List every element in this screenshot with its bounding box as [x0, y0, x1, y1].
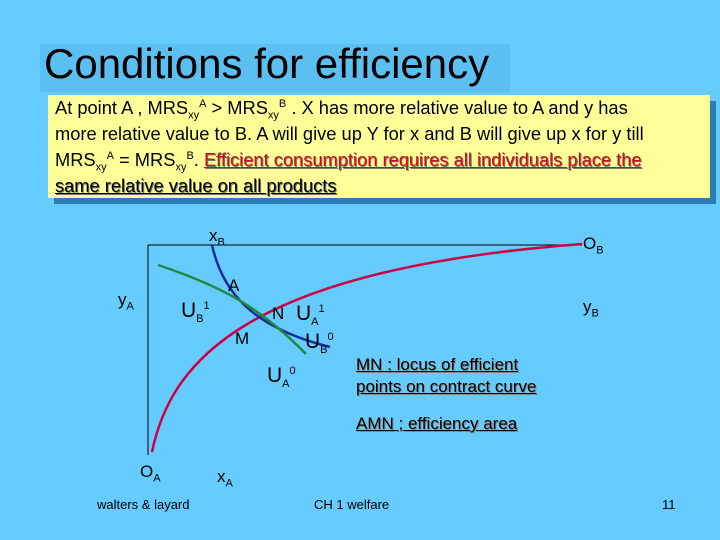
subscript: xy	[267, 109, 279, 122]
label-xA: xA	[217, 467, 233, 490]
label-point-N: N	[272, 304, 285, 323]
label-point-M: M	[235, 329, 250, 348]
explanation-line-3: MRSxyA = MRSxyB. Efficient consumption r…	[55, 149, 642, 174]
label-OB: OB	[583, 234, 604, 257]
ub1-indifference-curve	[157, 263, 307, 355]
explanation-box: At point A , MRSxyA > MRSxyB . X has mor…	[48, 95, 710, 198]
text-seg: .	[193, 149, 204, 170]
title-shadow	[40, 44, 510, 92]
label-OA: OA	[140, 462, 161, 485]
label-xB: xB	[209, 226, 225, 249]
superscript: B	[278, 97, 287, 110]
text-seg: . X has more relative value to A and y h…	[286, 97, 628, 118]
note-mn-line-2: points on contract curve	[356, 377, 537, 396]
subscript: xy	[188, 109, 200, 122]
slide-title: Conditions for efficiency	[44, 40, 490, 87]
contract-curve	[150, 242, 583, 453]
label-yB: yB	[583, 297, 599, 320]
text-seg: > MRS	[206, 97, 268, 118]
explanation-line-2: more relative value to B. A will give up…	[55, 123, 644, 144]
subscript: xy	[175, 161, 187, 174]
subscript: xy	[95, 161, 107, 174]
superscript: B	[186, 149, 194, 162]
text-seg: MRS	[55, 149, 96, 170]
text-seg: = MRS	[113, 149, 176, 170]
superscript: A	[106, 149, 114, 162]
note-mn-line-1: MN : locus of efficient	[356, 355, 519, 374]
label-UB1: UB1	[181, 299, 210, 326]
ua1-indifference-curve	[210, 244, 331, 349]
footer-author: walters & layard	[97, 497, 190, 512]
explanation-line-4: same relative value on all products	[55, 175, 337, 196]
superscript: A	[199, 97, 207, 110]
label-yA: yA	[118, 290, 134, 313]
efficiency-statement: Efficient consumption requires all indiv…	[203, 149, 642, 170]
label-UA0: UA0	[267, 364, 296, 391]
text-seg: At point A , MRS	[55, 97, 189, 118]
label-point-A: A	[228, 276, 240, 295]
explanation-line-1: At point A , MRSxyA > MRSxyB . X has mor…	[55, 97, 628, 122]
footer-page-number: 11	[662, 497, 676, 512]
footer-chapter: CH 1 welfare	[314, 497, 390, 512]
label-UB0: UB0	[305, 330, 334, 357]
note-amn: AMN ; efficiency area	[356, 414, 518, 433]
label-UA1: UA1	[296, 302, 325, 329]
